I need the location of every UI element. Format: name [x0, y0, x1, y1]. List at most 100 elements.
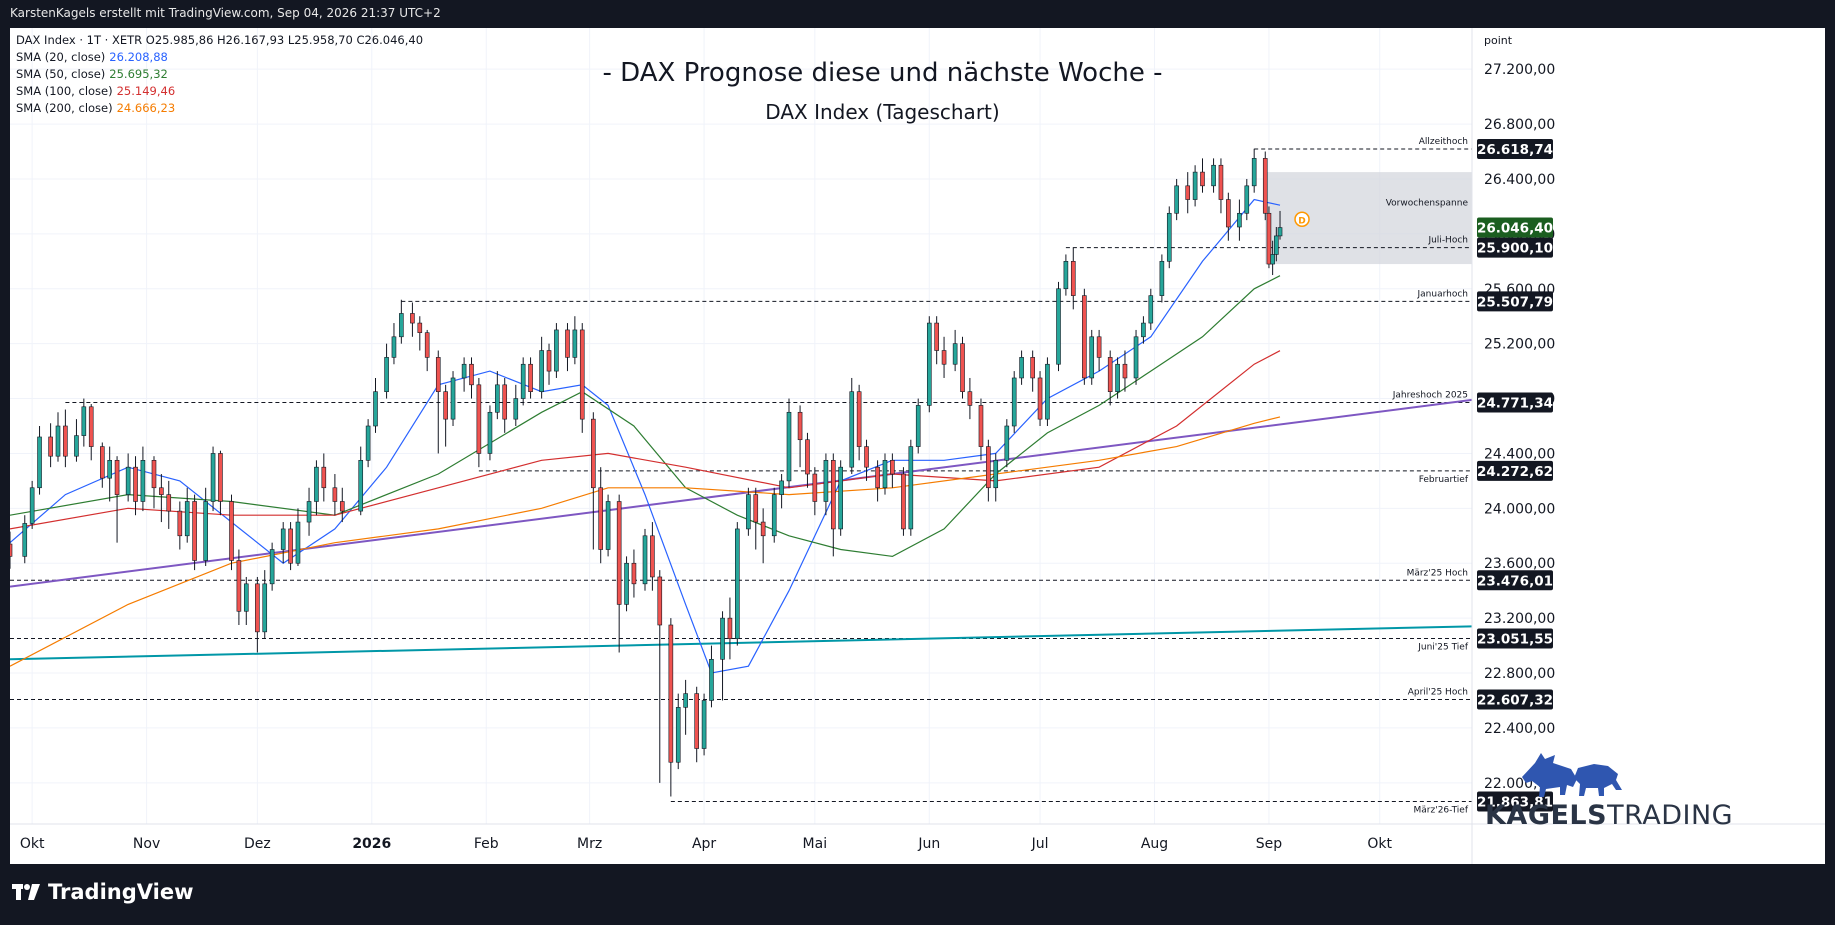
level-price-tag: [1477, 628, 1553, 649]
candle-body: [735, 528, 740, 640]
legend-symbol[interactable]: DAX Index · 1T · XETR O25.985,86 H26.167…: [16, 33, 424, 47]
candle-body: [591, 418, 596, 489]
price-chart[interactable]: Vorwochenspanne Allzeithoch Juli-Hoch Janua…: [10, 28, 1825, 864]
candle-body: [399, 313, 404, 338]
candle-body: [528, 363, 533, 392]
candle-body: [1089, 336, 1095, 379]
tradingview-wordmark: TradingView: [48, 880, 194, 904]
candle-body: [838, 466, 843, 530]
candle-body: [1011, 377, 1017, 427]
candle-body: [1115, 363, 1120, 392]
level-price-tag-label: 22.607,32: [1477, 692, 1553, 708]
candle-body: [901, 473, 906, 530]
candle-body: [1226, 199, 1231, 228]
candle-body: [243, 583, 249, 612]
x-tick-label: Okt: [1367, 836, 1392, 852]
legend-sma-100[interactable]: SMA (100, close) 25.149,46: [16, 84, 176, 98]
candle-body: [908, 446, 914, 530]
level-price-tag-label: 21.863,81: [1477, 795, 1553, 811]
candle-body: [410, 313, 415, 324]
legend-sma-200[interactable]: SMA (200, close) 24.666,23: [16, 101, 176, 115]
candle-body: [236, 560, 242, 612]
chart-title: - DAX Prognose diese und nächste Woche -: [602, 58, 1163, 88]
candle-body: [81, 406, 87, 436]
x-tick-label: Nov: [133, 836, 160, 852]
candle-body: [358, 460, 364, 512]
level-price-tag: [1477, 392, 1553, 413]
candle-body: [605, 501, 611, 550]
legend-sma-50[interactable]: SMA (50, close) 25.695,32: [16, 67, 168, 81]
y-tick-label: 24.000,00: [1484, 501, 1555, 517]
candle-body: [1200, 171, 1205, 187]
candle-body: [1174, 185, 1179, 214]
candle-body: [125, 466, 131, 495]
candle-body: [1244, 185, 1250, 214]
candle-body: [140, 460, 146, 502]
candle-body: [1148, 295, 1154, 324]
candle-body: [476, 384, 482, 454]
candle-body: [29, 487, 35, 524]
level-label: April'25 Hoch: [1408, 687, 1468, 697]
dividend-marker-label: D: [1298, 216, 1305, 226]
chart-panel[interactable]: Vorwochenspanne Allzeithoch Juli-Hoch Janua…: [10, 28, 1825, 864]
y-tick-label: 26.400,00: [1484, 172, 1555, 188]
candle-body: [48, 436, 53, 457]
legend-sma-20[interactable]: SMA (20, close) 26.208,88: [16, 50, 168, 64]
chart-legend: DAX Index · 1T · XETR O25.985,86 H26.167…: [16, 32, 423, 117]
candle-body: [435, 357, 441, 392]
level-label: März'26-Tief: [1414, 806, 1469, 816]
candle-body: [1133, 336, 1139, 379]
y-tick-label: 27.200,00: [1484, 62, 1555, 78]
candle-body: [10, 543, 13, 557]
level-label: Juli-Hoch: [1427, 236, 1468, 246]
candle-body: [941, 350, 947, 365]
candle-body: [321, 466, 327, 489]
candle-body: [203, 501, 208, 561]
candle-body: [365, 425, 371, 461]
candle-body: [797, 411, 803, 441]
x-tick-label: Jul: [1031, 836, 1049, 852]
level-price-tag-label: 25.900,10: [1477, 241, 1553, 257]
dividend-marker: [1294, 211, 1310, 228]
sma-line: [10, 198, 1281, 674]
candle-body: [753, 494, 759, 523]
candle-body: [262, 583, 268, 633]
candle-body: [565, 329, 570, 358]
level-price-tag: [1477, 291, 1553, 312]
range-zone-label: Vorwochenspanne: [1386, 199, 1469, 209]
level-price-tag-label: 23.051,55: [1477, 632, 1553, 648]
candle-body: [37, 436, 42, 489]
candle-body: [288, 528, 293, 564]
candle-body: [616, 501, 622, 605]
candle-body: [993, 460, 999, 489]
candle-body: [694, 693, 699, 749]
sma-line: [10, 275, 1281, 558]
candle-body: [1159, 261, 1165, 296]
level-price-tag-label: 24.272,62: [1477, 464, 1553, 480]
x-tick-label: Mrz: [577, 836, 602, 852]
level-price-tag-label: 25.507,79: [1477, 294, 1553, 310]
candle-body: [812, 473, 818, 502]
candle-body: [520, 363, 526, 399]
level-price-tag-label: 23.476,01: [1477, 573, 1553, 589]
candle-body: [384, 357, 389, 392]
candle-body: [701, 700, 707, 749]
candle-body: [177, 510, 183, 537]
candle-body: [967, 391, 973, 406]
x-tick-label: Okt: [20, 836, 45, 852]
tradingview-footer[interactable]: TradingView: [12, 880, 193, 904]
bull-bear-logo-icon: [1522, 753, 1622, 797]
candle-body: [746, 494, 751, 530]
candle-body: [159, 487, 164, 495]
candle-body: [1192, 171, 1198, 200]
candle-body: [1270, 254, 1275, 265]
candle-body: [539, 350, 544, 392]
candle-body: [1266, 212, 1272, 265]
candle-body: [760, 521, 766, 537]
candle-body: [1166, 212, 1172, 262]
candle-body: [443, 391, 448, 420]
candle-body: [579, 329, 585, 420]
level-price-tag-label: 24.771,34: [1477, 395, 1553, 411]
candle-body: [1141, 322, 1146, 338]
candle-body: [22, 523, 28, 557]
